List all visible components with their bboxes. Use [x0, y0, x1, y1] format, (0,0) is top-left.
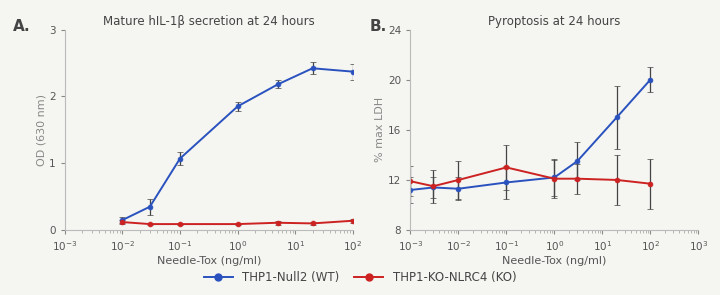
Title: Pyroptosis at 24 hours: Pyroptosis at 24 hours: [488, 15, 621, 28]
Text: B.: B.: [370, 19, 387, 35]
Legend: THP1-Null2 (WT), THP1-KO-NLRC4 (KO): THP1-Null2 (WT), THP1-KO-NLRC4 (KO): [199, 267, 521, 289]
Y-axis label: % max LDH: % max LDH: [375, 97, 385, 162]
Text: A.: A.: [13, 19, 30, 35]
Y-axis label: OD (630 nm): OD (630 nm): [37, 94, 46, 166]
X-axis label: Needle-Tox (ng/ml): Needle-Tox (ng/ml): [503, 256, 606, 266]
Title: Mature hIL-1β secretion at 24 hours: Mature hIL-1β secretion at 24 hours: [103, 15, 315, 28]
X-axis label: Needle-Tox (ng/ml): Needle-Tox (ng/ml): [157, 256, 261, 266]
